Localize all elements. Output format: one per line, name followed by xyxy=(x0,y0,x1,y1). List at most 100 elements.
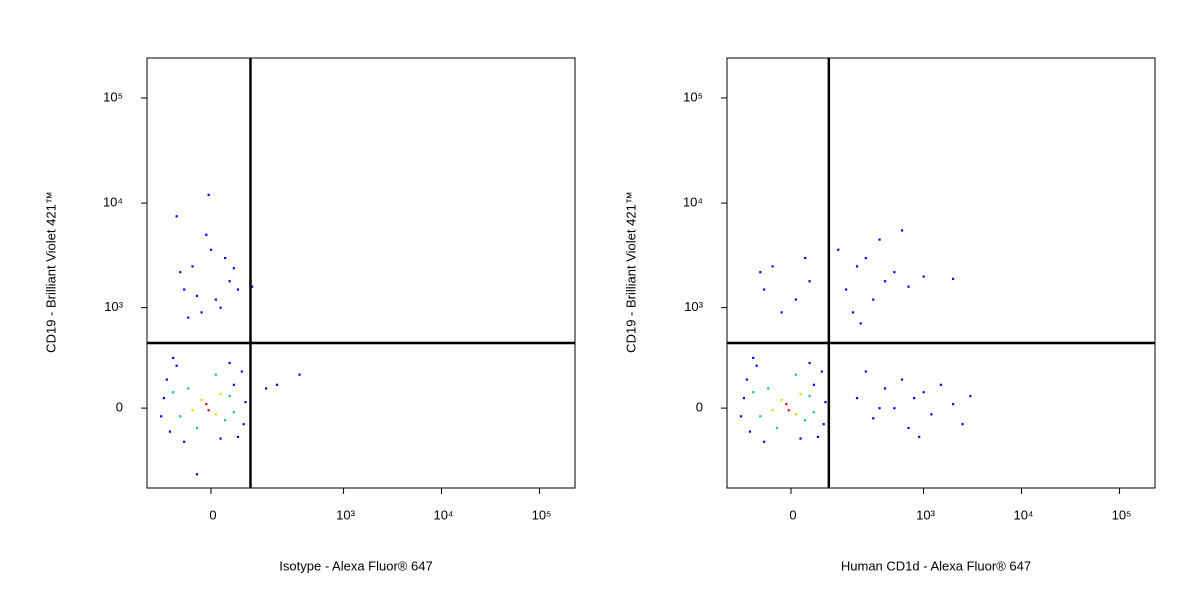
event-point xyxy=(804,256,807,260)
event-point xyxy=(851,311,855,314)
event-point xyxy=(855,397,859,400)
event-point xyxy=(780,399,783,402)
event-point xyxy=(209,248,213,251)
event-point xyxy=(824,401,827,404)
y-tick-label: 10⁴ xyxy=(683,195,703,210)
event-point xyxy=(878,238,881,241)
event-point xyxy=(794,413,797,416)
event-point xyxy=(236,288,240,291)
event-point xyxy=(799,437,802,440)
event-point xyxy=(939,383,942,386)
event-point xyxy=(752,356,755,360)
y-tick-label: 10⁴ xyxy=(103,195,123,210)
event-point xyxy=(195,426,199,430)
event-point xyxy=(837,248,840,251)
event-point xyxy=(224,256,227,260)
event-point xyxy=(763,440,766,443)
x-tick-label: 10³ xyxy=(916,507,935,522)
event-point xyxy=(808,361,811,365)
event-point xyxy=(808,280,811,283)
event-point xyxy=(195,294,199,298)
event-point xyxy=(864,256,867,260)
event-point xyxy=(183,440,186,443)
event-point xyxy=(162,397,166,400)
x-tick-label: 10⁴ xyxy=(433,507,453,522)
x-axis-label: Isotype - Alexa Fluor® 647 xyxy=(279,558,432,573)
event-point xyxy=(812,411,815,414)
event-point xyxy=(232,411,235,414)
event-point xyxy=(759,271,762,274)
event-point xyxy=(165,378,168,381)
event-point xyxy=(922,391,925,394)
y-tick-label: 10³ xyxy=(104,299,123,314)
event-point xyxy=(752,391,755,394)
event-point xyxy=(224,419,227,422)
event-point xyxy=(812,383,815,386)
event-point xyxy=(207,409,210,412)
event-point xyxy=(799,393,802,396)
event-point xyxy=(787,409,790,412)
event-point xyxy=(907,285,910,288)
event-point xyxy=(175,364,178,367)
x-tick-label: 10⁴ xyxy=(1013,507,1033,522)
event-point xyxy=(900,229,904,232)
event-point xyxy=(251,285,254,288)
event-point xyxy=(893,271,896,274)
event-point xyxy=(808,395,811,398)
event-point xyxy=(748,430,752,433)
event-point xyxy=(855,265,859,268)
event-point xyxy=(771,409,774,412)
event-point xyxy=(883,387,887,390)
event-point xyxy=(816,435,820,438)
event-point xyxy=(755,364,758,367)
event-point xyxy=(207,193,210,196)
event-point xyxy=(775,426,779,430)
x-tick-label: 0 xyxy=(209,507,216,522)
event-point xyxy=(859,322,862,325)
event-point xyxy=(228,361,231,365)
event-point xyxy=(187,316,190,319)
event-point xyxy=(179,271,182,274)
event-point xyxy=(240,370,243,373)
x-tick-label: 10³ xyxy=(336,507,355,522)
event-point xyxy=(179,415,182,418)
y-tick-label: 10⁵ xyxy=(103,89,123,104)
event-point xyxy=(785,403,788,406)
event-point xyxy=(228,280,231,283)
event-point xyxy=(214,298,217,301)
event-point xyxy=(244,401,247,404)
event-point xyxy=(187,387,190,390)
event-point xyxy=(845,288,848,291)
x-tick-label: 10⁵ xyxy=(1112,507,1132,522)
event-point xyxy=(864,370,867,373)
event-point xyxy=(930,413,933,416)
event-point xyxy=(232,267,235,270)
event-point xyxy=(742,397,746,400)
y-tick-label: 0 xyxy=(116,400,123,415)
event-point xyxy=(872,417,875,420)
event-point xyxy=(900,378,904,381)
event-point xyxy=(893,407,896,410)
event-point xyxy=(172,391,175,394)
event-point xyxy=(232,383,235,386)
event-point xyxy=(918,435,921,438)
event-point xyxy=(907,426,910,430)
event-point xyxy=(205,233,208,236)
event-point xyxy=(740,415,743,418)
event-point xyxy=(780,311,783,314)
event-point xyxy=(952,403,955,406)
event-point xyxy=(794,373,797,376)
event-point xyxy=(872,298,875,301)
event-point xyxy=(275,383,279,386)
event-point xyxy=(759,415,762,418)
y-tick-label: 10⁵ xyxy=(683,89,703,104)
event-point xyxy=(265,387,268,390)
event-point xyxy=(183,288,186,291)
event-point xyxy=(961,423,964,426)
event-point xyxy=(191,265,194,268)
plot-frame xyxy=(146,57,576,489)
event-point xyxy=(767,387,770,390)
event-point xyxy=(952,277,955,280)
event-point xyxy=(160,415,163,418)
